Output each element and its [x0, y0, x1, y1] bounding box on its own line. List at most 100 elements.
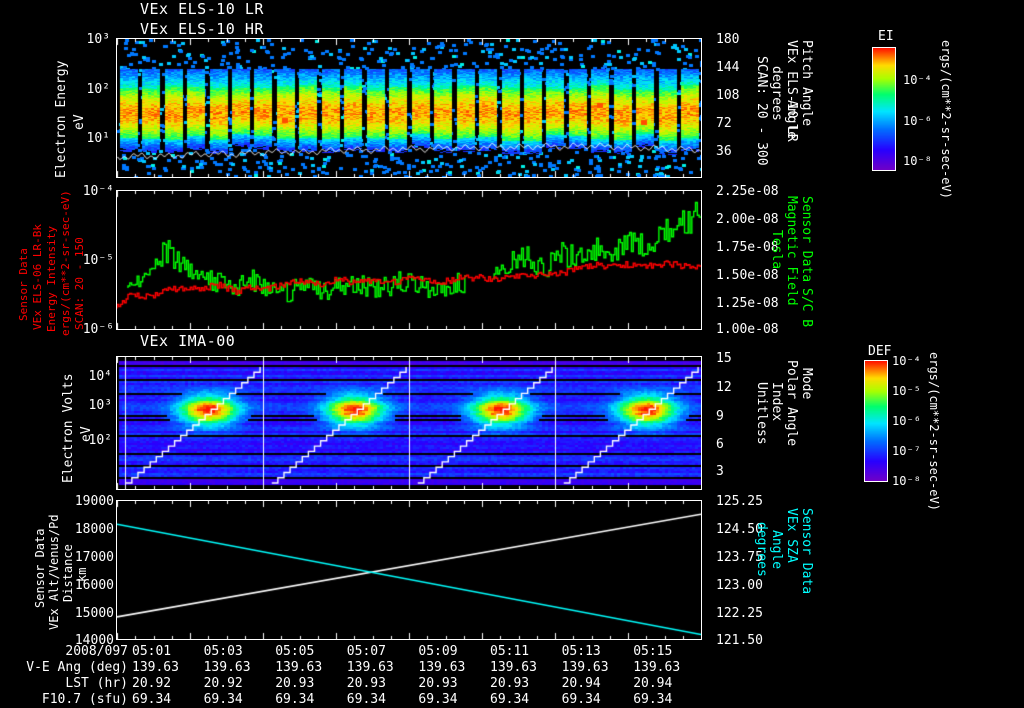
- bottom-cell-f107-7: 69.34: [633, 692, 673, 707]
- panel-sza-right-label-3: degrees: [754, 522, 769, 577]
- panel-alt-ytick-5: 14000: [74, 633, 114, 648]
- panel-alt-left-label-0: Sensor Data: [33, 528, 47, 608]
- panel-alt-ytick-4: 15000: [74, 606, 114, 621]
- panel-ima-rtick-15: 15: [716, 351, 732, 366]
- panel-alt-sza-plot[interactable]: [116, 500, 702, 640]
- bottom-cell-veang-4: 139.63: [418, 660, 466, 675]
- panel-ima-rtick-3: 3: [716, 464, 724, 479]
- panel-intensity-left-label-4: SCAN: 20 - 150: [73, 237, 86, 330]
- bottom-table: 2008/097 V-E Ang (deg) LST (hr) F10.7 (s…: [0, 644, 1024, 708]
- bottom-cell-f107-2: 69.34: [275, 692, 315, 707]
- colorbar-def-tick-3: 10⁻⁷: [892, 444, 921, 458]
- panel-els-title-hr: VEx ELS-10 HR: [140, 20, 264, 38]
- panel-mag-right-label-1: S/C B: [799, 288, 814, 328]
- bottom-cell-lst-0: 20.92: [132, 676, 172, 691]
- panel-els-ytick-2: 10²: [86, 82, 110, 97]
- panel-intensity-mag-plot[interactable]: [116, 190, 702, 330]
- bottom-row-label-f107: F10.7 (sfu): [41, 692, 128, 707]
- bottom-cell-lst-4: 20.93: [418, 676, 458, 691]
- bottom-cell-lst-2: 20.93: [275, 676, 315, 691]
- panel-ima-right-label-0: Mode: [799, 368, 814, 400]
- colorbar-ei-unit: ergs/(cm**2-sr-sec-eV): [939, 40, 953, 199]
- panel-els-rtick-180: 180: [716, 32, 740, 47]
- panel-els-rtick-108: 108: [716, 88, 740, 103]
- panel-els-rtick-144: 144: [716, 60, 740, 75]
- panel-sza-rtick-1: 124.50: [716, 522, 763, 537]
- colorbar-ei-tick-1: 10⁻⁶: [903, 114, 932, 128]
- bottom-cell-f107-5: 69.34: [490, 692, 530, 707]
- colorbar-ei-tick-0: 10⁻⁴: [903, 73, 932, 87]
- bottom-row-label-veang: V-E Ang (deg): [26, 660, 128, 675]
- colorbar-ei-tick-2: 10⁻⁸: [903, 154, 932, 168]
- bottom-cell-f107-1: 69.34: [203, 692, 243, 707]
- panel-mag-rtick-3: 1.50e-08: [716, 268, 779, 283]
- colorbar-def-unit: ergs/(cm**2-sr-sec-eV): [927, 352, 941, 511]
- bottom-cell-time-4: 05:09: [418, 644, 458, 659]
- bottom-row-label-lst: LST (hr): [65, 676, 128, 691]
- panel-mag-rtick-2: 1.75e-08: [716, 240, 779, 255]
- bottom-cell-time-0: 05:01: [132, 644, 172, 659]
- panel-sza-rtick-5: 121.50: [716, 633, 763, 648]
- bottom-cell-veang-0: 139.63: [132, 660, 179, 675]
- panel-alt-ytick-1: 18000: [74, 522, 114, 537]
- bottom-cell-veang-7: 139.63: [633, 660, 681, 675]
- bottom-cell-lst-5: 20.93: [490, 676, 530, 691]
- panel-sza-right-label-0: Sensor Data: [799, 508, 814, 595]
- panel-els-ytick-1: 10¹: [86, 131, 110, 146]
- panel-els-right-label-3: degrees: [769, 66, 784, 121]
- bottom-cell-f107-3: 69.34: [346, 692, 386, 707]
- bottom-cell-f107-4: 69.34: [418, 692, 458, 707]
- bottom-cell-time-7: 05:15: [633, 644, 673, 659]
- panel-ima-plot[interactable]: [116, 356, 702, 490]
- panel-sza-rtick-2: 123.75: [716, 550, 763, 565]
- panel-mag-right-label-2: Magnetic Field: [784, 196, 799, 306]
- panel-sza-right-label-2: Angle: [769, 530, 784, 570]
- panel-alt-ytick-0: 19000: [74, 494, 114, 509]
- panel-ima-right-label-3: Unitless: [754, 382, 769, 445]
- panel-els-rtick-36: 36: [716, 144, 732, 159]
- panel-intensity-left-label-2: Energy Intensity: [45, 226, 58, 332]
- colorbar-def-tick-1: 10⁻⁵: [892, 384, 921, 398]
- bottom-cell-time-3: 05:07: [346, 644, 386, 659]
- panel-els-rtick-72: 72: [716, 116, 732, 131]
- panel-els-left-axis-unit: eV: [72, 114, 87, 130]
- panel-els-right-label-2: Angle: [784, 100, 799, 140]
- bottom-cell-time-5: 05:11: [490, 644, 530, 659]
- panel-alt-left-label-1: VEx Alt/Venus/Pd: [47, 514, 61, 630]
- panel-alt-ytick-3: 16000: [74, 578, 114, 593]
- panel-sza-rtick-0: 125.25: [716, 494, 763, 509]
- panel-sza-rtick-3: 123.00: [716, 578, 763, 593]
- colorbar-def: [864, 360, 888, 482]
- panel-els-left-axis-label: Electron Energy: [54, 60, 69, 178]
- panel-els-title-lr: VEx ELS-10 LR: [140, 0, 264, 18]
- panel-ima-ytick-2: 10²: [88, 433, 112, 448]
- panel-ima-right-label-2: Index: [769, 382, 784, 422]
- panel-ima-title: VEx IMA-00: [140, 332, 236, 350]
- panel-els-plot[interactable]: [116, 38, 702, 178]
- colorbar-ei: [872, 47, 896, 171]
- panel-ima-rtick-9: 9: [716, 409, 724, 424]
- panel-ima-rtick-12: 12: [716, 380, 732, 395]
- bottom-cell-time-2: 05:05: [275, 644, 315, 659]
- panel-intensity-left-label-0: Sensor Data: [17, 248, 30, 321]
- panel-ima-ytick-4: 10⁴: [88, 369, 112, 384]
- bottom-cell-f107-0: 69.34: [132, 692, 172, 707]
- bottom-cell-veang-1: 139.63: [203, 660, 251, 675]
- panel-mag-rtick-5: 1.00e-08: [716, 322, 779, 337]
- panel-mag-right-label-3: Tesla: [769, 230, 784, 270]
- panel-mag-rtick-1: 2.00e-08: [716, 212, 779, 227]
- panel-els-ytick-3: 10³: [86, 32, 110, 47]
- bottom-cell-lst-3: 20.93: [346, 676, 386, 691]
- panel-sza-right-label-1: VEx SZA: [784, 508, 799, 563]
- panel-ima-left-axis-label: Electron Volts: [61, 373, 76, 483]
- panel-alt-ytick-2: 17000: [74, 550, 114, 565]
- colorbar-def-title: DEF: [868, 344, 892, 359]
- panel-intensity-ytick-0: 10⁻⁴: [82, 184, 114, 199]
- panel-intensity-ytick-1: 10⁻⁵: [82, 253, 114, 268]
- panel-mag-right-label-0: Sensor Data: [799, 196, 814, 283]
- panel-mag-rtick-0: 2.25e-08: [716, 184, 779, 199]
- bottom-cell-time-6: 05:13: [561, 644, 601, 659]
- bottom-cell-time-1: 05:03: [203, 644, 243, 659]
- bottom-cell-veang-5: 139.63: [490, 660, 537, 675]
- panel-mag-rtick-4: 1.25e-08: [716, 296, 779, 311]
